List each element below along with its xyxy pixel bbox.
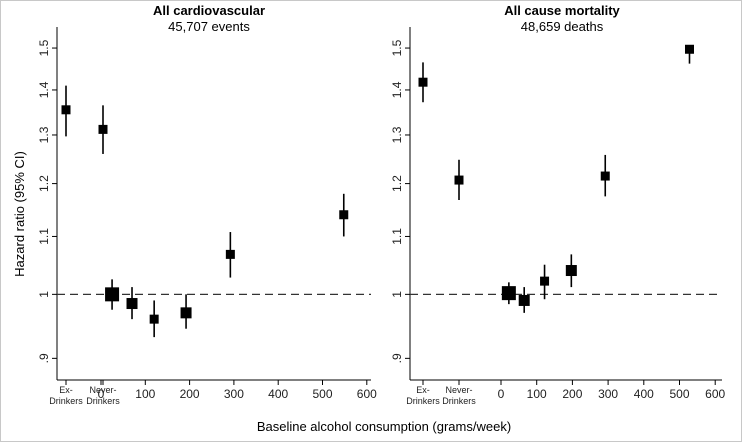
chart-title: All cardiovascular — [153, 3, 265, 18]
x-tick-label: 200 — [180, 387, 200, 401]
data-point-marker — [126, 298, 138, 310]
y-tick-label: 1.4 — [390, 81, 404, 98]
y-tick-label: 1.2 — [390, 175, 404, 192]
x-tick-label: 600 — [357, 387, 377, 401]
chart-subtitle: 45,707 events — [168, 19, 250, 34]
y-tick-label: 1.3 — [37, 126, 51, 143]
x-tick-label: 100 — [527, 387, 547, 401]
data-point-marker — [105, 287, 120, 302]
data-point-marker — [684, 44, 694, 54]
category-label: Never- — [445, 385, 472, 395]
x-tick-label: 200 — [562, 387, 582, 401]
y-axis-title: Hazard ratio (95% CI) — [12, 151, 27, 277]
category-label: Drinkers — [86, 396, 120, 406]
x-tick-label: 500 — [312, 387, 332, 401]
y-tick-label: .9 — [390, 353, 404, 363]
data-point-marker — [149, 314, 159, 324]
y-tick-label: 1.1 — [390, 228, 404, 245]
data-point-marker — [540, 276, 550, 286]
x-tick-label: 600 — [705, 387, 725, 401]
x-tick-label: 300 — [224, 387, 244, 401]
category-point-marker — [61, 105, 71, 115]
x-axis-title: Baseline alcohol consumption (grams/week… — [257, 419, 511, 434]
x-tick-label: 0 — [498, 387, 505, 401]
category-label: Drinkers — [406, 396, 440, 406]
chart-subtitle: 48,659 deaths — [521, 19, 604, 34]
y-tick-label: 1 — [390, 291, 404, 298]
x-tick-label: 0 — [98, 387, 105, 401]
y-tick-label: 1 — [37, 291, 51, 298]
x-tick-label: 300 — [598, 387, 618, 401]
category-label: Ex- — [59, 385, 73, 395]
data-point-marker — [565, 265, 577, 277]
x-tick-label: 100 — [135, 387, 155, 401]
data-point-marker — [180, 307, 192, 319]
category-label: Drinkers — [49, 396, 83, 406]
data-point-marker — [600, 171, 610, 181]
data-point-marker — [501, 286, 516, 301]
y-tick-label: 1.4 — [37, 81, 51, 98]
y-tick-label: 1.2 — [37, 175, 51, 192]
category-label: Drinkers — [442, 396, 476, 406]
data-point-marker — [339, 210, 349, 220]
y-tick-label: 1.1 — [37, 228, 51, 245]
category-point-marker — [98, 124, 108, 134]
y-tick-label: 1.3 — [390, 126, 404, 143]
data-point-marker — [225, 249, 235, 259]
x-tick-label: 400 — [634, 387, 654, 401]
x-tick-label: 400 — [268, 387, 288, 401]
category-label: Ex- — [416, 385, 430, 395]
category-point-marker — [418, 77, 428, 87]
y-tick-label: .9 — [37, 353, 51, 363]
y-tick-label: 1.5 — [37, 39, 51, 56]
data-point-marker — [518, 294, 530, 306]
chart-title: All cause mortality — [504, 3, 620, 18]
category-point-marker — [454, 175, 464, 185]
category-label: Never- — [89, 385, 116, 395]
y-tick-label: 1.5 — [390, 39, 404, 56]
x-tick-label: 500 — [669, 387, 689, 401]
